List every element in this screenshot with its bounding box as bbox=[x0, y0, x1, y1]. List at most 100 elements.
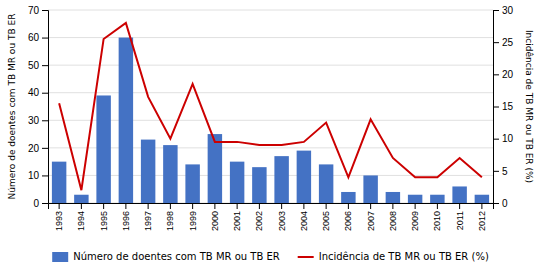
line bbox=[59, 23, 482, 190]
bar bbox=[452, 186, 466, 203]
grid bbox=[48, 10, 493, 203]
tick: 30 bbox=[28, 115, 48, 126]
y-axis-title: Número de doentes com TB MR ou TB ER bbox=[7, 14, 17, 200]
tick-mark bbox=[237, 203, 238, 209]
tick-mark bbox=[42, 175, 48, 176]
tick-mark bbox=[42, 10, 48, 11]
tick-mark bbox=[281, 203, 282, 209]
tick-mark bbox=[493, 171, 499, 172]
tick: 50 bbox=[28, 60, 48, 71]
tick-mark bbox=[259, 203, 260, 209]
tick-mark bbox=[493, 139, 499, 140]
bar bbox=[252, 167, 266, 203]
tick-label: 1994 bbox=[76, 211, 86, 231]
tick-label: 2007 bbox=[366, 211, 376, 231]
tick-label: 30 bbox=[502, 5, 514, 16]
tick: 2001 bbox=[232, 203, 242, 231]
grid-line bbox=[48, 92, 493, 93]
tick-label: 70 bbox=[28, 5, 40, 16]
tick: 2002 bbox=[254, 203, 264, 231]
tick: 2003 bbox=[277, 203, 287, 231]
tick-label: 10 bbox=[502, 133, 514, 144]
x-axis: 1993199419951996199719981999200020012002… bbox=[49, 203, 494, 231]
tick-mark bbox=[42, 65, 48, 66]
tick-mark bbox=[370, 203, 371, 209]
y2-axis-title: Incidência de TB MR ou TB ER (%) bbox=[524, 30, 534, 183]
tick-mark bbox=[437, 203, 438, 209]
bar bbox=[319, 164, 333, 203]
tick-label: 2005 bbox=[321, 211, 331, 231]
tick: 1995 bbox=[99, 203, 109, 231]
tick-label: 2001 bbox=[232, 211, 242, 231]
tick-mark bbox=[42, 148, 48, 149]
y2-axis: 0 5 10 15 20 25 30 bbox=[493, 5, 514, 209]
bar bbox=[141, 140, 155, 203]
tick: 20 bbox=[28, 143, 48, 154]
legend: Número de doentes com TB MR ou TB ERInci… bbox=[52, 251, 489, 262]
tick: 1994 bbox=[76, 203, 86, 231]
legend-label: Incidência de TB MR ou TB ER (%) bbox=[319, 251, 489, 262]
tick-label: 0 bbox=[502, 198, 508, 209]
tick-label: 1999 bbox=[188, 211, 198, 231]
tick: 15 bbox=[493, 101, 514, 112]
bar bbox=[297, 151, 311, 203]
tick-mark bbox=[125, 203, 126, 209]
tick-label: 2006 bbox=[343, 211, 353, 231]
tick-mark bbox=[170, 203, 171, 209]
y-axis: 010203040506070 bbox=[28, 5, 49, 209]
tick-label: 2010 bbox=[432, 211, 442, 231]
tick-mark bbox=[326, 203, 327, 209]
legend-item: Incidência de TB MR ou TB ER (%) bbox=[298, 251, 489, 262]
tick: 20 bbox=[493, 69, 514, 80]
tick-mark bbox=[493, 203, 499, 204]
tick-label: 15 bbox=[502, 101, 514, 112]
tick-label: 1993 bbox=[54, 211, 64, 231]
grid-line bbox=[48, 120, 493, 121]
tick-label: 2003 bbox=[277, 211, 287, 231]
tick-label: 2000 bbox=[210, 211, 220, 231]
bar bbox=[274, 156, 288, 203]
tick-label: 1996 bbox=[121, 211, 131, 231]
axis-line bbox=[42, 11, 49, 204]
tick: 30 bbox=[493, 5, 514, 16]
tick-mark bbox=[415, 203, 416, 209]
tick: 70 bbox=[28, 5, 48, 16]
legend-swatch bbox=[52, 252, 68, 262]
tick-mark bbox=[192, 203, 193, 209]
bar bbox=[341, 192, 355, 203]
plot: 1993199419951996199719981999200020012002… bbox=[28, 5, 514, 231]
bar bbox=[163, 145, 177, 203]
tick-label: 20 bbox=[28, 143, 40, 154]
tick-label: 1998 bbox=[165, 211, 175, 231]
tick: 2004 bbox=[299, 203, 309, 231]
tick-label: 1995 bbox=[99, 211, 109, 231]
bar bbox=[185, 164, 199, 203]
tick-mark bbox=[59, 203, 60, 209]
tick: 25 bbox=[493, 37, 514, 48]
tick: 2009 bbox=[410, 203, 420, 231]
tick-mark bbox=[42, 120, 48, 121]
tick-mark bbox=[493, 10, 499, 11]
tick-label: 50 bbox=[28, 60, 40, 71]
tick-label: 2011 bbox=[455, 211, 465, 230]
tick-mark bbox=[493, 42, 499, 43]
tick-mark bbox=[103, 203, 104, 209]
bar bbox=[408, 195, 422, 203]
tick: 60 bbox=[28, 32, 48, 43]
tick: 2012 bbox=[477, 203, 487, 231]
tick: 2011 bbox=[455, 203, 465, 230]
grid-line bbox=[48, 147, 493, 148]
tick: 2000 bbox=[210, 203, 220, 231]
tick: 10 bbox=[493, 133, 514, 144]
tick-label: 5 bbox=[502, 166, 508, 177]
tick-label: 0 bbox=[33, 198, 39, 209]
axis-line bbox=[49, 204, 494, 210]
tick: 2010 bbox=[432, 203, 442, 231]
tick: 1999 bbox=[188, 203, 198, 231]
tick-label: 25 bbox=[502, 37, 514, 48]
bar bbox=[74, 195, 88, 203]
grid-line bbox=[48, 175, 493, 176]
tick-label: 30 bbox=[28, 115, 40, 126]
grid-line bbox=[48, 65, 493, 66]
tick: 5 bbox=[493, 166, 508, 177]
